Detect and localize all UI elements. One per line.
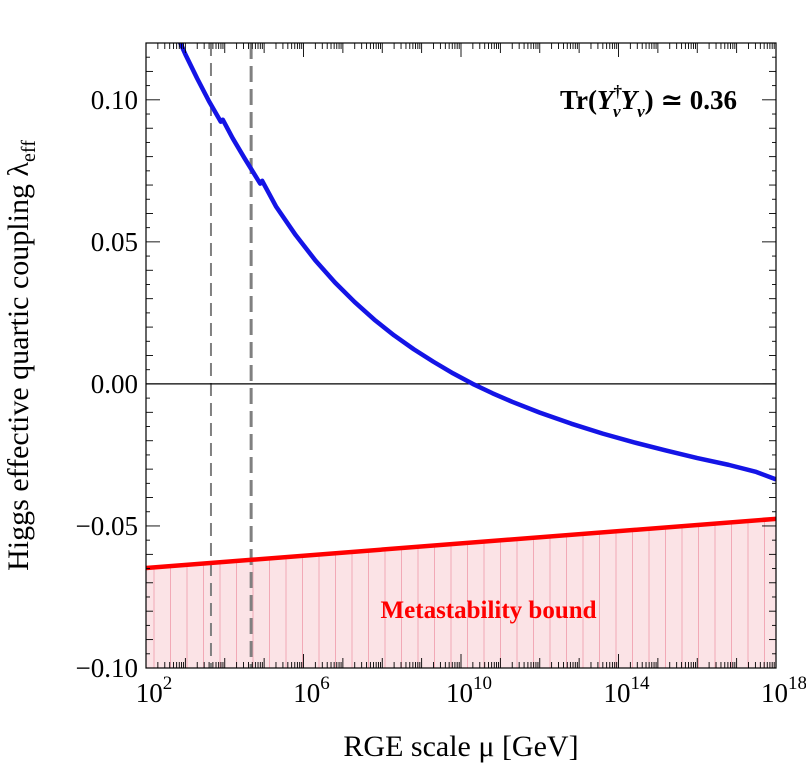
x-tick-label: 1018 [761,673,806,708]
annotation-suffix: ) ≃ 0.36 [645,85,737,115]
metastability-label: Metastability bound [381,597,597,624]
y-tick-label: 0.00 [91,369,138,399]
x-tick-label: 106 [293,673,330,708]
x-axis-title: RGE scale μ [GeV] [343,730,578,763]
x-tick-exponent: 2 [163,673,173,694]
annotation-prefix: Tr( [560,85,597,115]
y-axis-title: Higgs effective quartic coupling λeff [2,140,40,571]
series-line [146,516,776,571]
y-axis-title-subscript: eff [18,140,40,162]
annotation-y1: Y [597,85,616,115]
x-tick-label: 1014 [604,673,651,708]
x-tick-exponent: 6 [320,673,330,694]
x-tick-exponent: 14 [631,673,651,694]
x-tick-exponent: 10 [473,673,492,694]
x-tick-base: 10 [446,678,473,708]
y-tick-label: −0.05 [76,511,138,541]
series-layer [146,43,776,571]
x-tick-base: 10 [136,678,163,708]
x-tick-label: 102 [136,673,173,708]
series-line [177,43,776,482]
annotation-y1-sub: ν [613,102,621,121]
annotation-y2: Y [621,85,640,115]
y-axis-title-main: Higgs effective quartic coupling λ [2,162,35,571]
annotation-y1-sup: † [614,82,623,101]
x-tick-label: 1010 [446,673,492,708]
x-tick-base: 10 [761,678,788,708]
x-tick-exponent: 18 [788,673,806,694]
x-tick-base: 10 [293,678,320,708]
y-tick-label: 0.10 [91,85,138,115]
y-tick-label: 0.05 [91,227,138,257]
x-tick-base: 10 [604,678,631,708]
annotation-y2-sub: ν [637,102,645,121]
yukawa-trace-annotation: Tr(Y† νYν) ≃ 0.36 [560,82,737,121]
y-tick-label: −0.10 [76,653,138,683]
metastability-hatching [153,519,765,668]
